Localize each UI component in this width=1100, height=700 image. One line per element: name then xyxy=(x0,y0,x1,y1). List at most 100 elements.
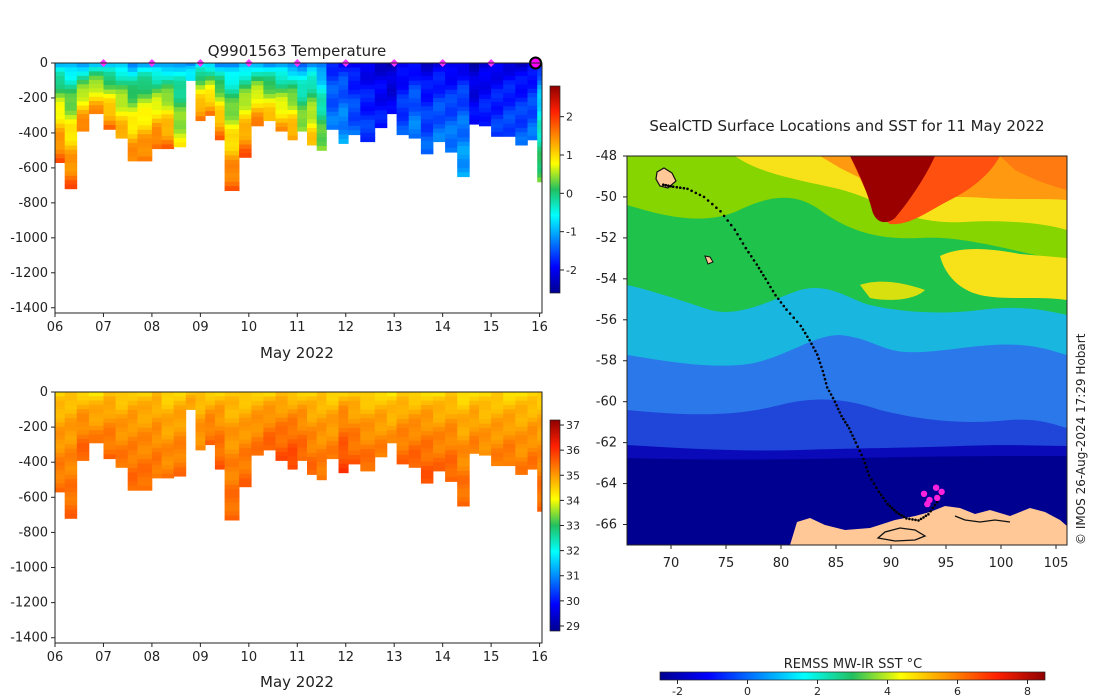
seal-track-point xyxy=(733,228,737,231)
seal-track-point xyxy=(719,210,722,213)
sal-cell xyxy=(127,396,138,402)
sal-cell xyxy=(137,392,153,397)
temp-cell xyxy=(491,123,504,129)
temp-cell xyxy=(445,63,458,68)
sal-cell xyxy=(491,422,504,428)
temp-cell xyxy=(137,147,153,153)
sal-cell xyxy=(137,427,153,433)
sal-cell xyxy=(515,435,528,441)
sal-cell xyxy=(338,463,349,469)
temp-cell xyxy=(251,85,264,91)
temp-cell xyxy=(386,101,397,106)
sal-cell xyxy=(185,406,196,410)
seal-track-point xyxy=(836,407,840,411)
sal-cell xyxy=(127,485,138,491)
temp-cell xyxy=(151,67,162,72)
sal-cell xyxy=(307,439,318,445)
temp-cell xyxy=(127,125,138,131)
temp-cell xyxy=(151,123,162,128)
temp-cell xyxy=(515,101,528,107)
temp-cell xyxy=(251,94,264,100)
sal-cell xyxy=(297,426,308,431)
map-ytick-label: -66 xyxy=(596,518,617,533)
temp-cell xyxy=(76,118,90,124)
sal-cell xyxy=(239,482,252,488)
sal-cell xyxy=(527,417,538,423)
temp-cell xyxy=(263,76,276,82)
temp-cell xyxy=(527,75,538,81)
temp-cell xyxy=(469,89,480,94)
temp-cell xyxy=(445,138,458,144)
sal-cell xyxy=(287,413,298,419)
temp-cell xyxy=(239,114,252,120)
sal-cell xyxy=(348,432,361,438)
temp-cell xyxy=(287,135,298,141)
temp-cell xyxy=(161,114,175,120)
sal-cell xyxy=(55,448,66,454)
temp-cell xyxy=(503,63,516,68)
temp-cell xyxy=(374,119,388,124)
temp-cell xyxy=(537,177,543,183)
temp-cell xyxy=(55,80,66,85)
sal-cell xyxy=(151,392,162,397)
map-xtick-label: 95 xyxy=(938,556,955,571)
sal-cell xyxy=(161,417,175,423)
temp-cell xyxy=(386,67,397,72)
seal-track-point xyxy=(726,219,729,222)
sal-cell xyxy=(55,457,66,462)
sal-cell xyxy=(64,448,78,454)
sal-cell xyxy=(115,436,129,442)
sal-cell xyxy=(360,462,376,467)
temp-cell xyxy=(420,84,434,90)
sal-cell xyxy=(151,443,162,449)
sal-cell xyxy=(224,471,240,477)
temp-cell xyxy=(151,71,162,77)
temp-cell xyxy=(137,76,153,82)
temp-cell xyxy=(127,76,138,82)
temp-cell xyxy=(161,105,175,111)
sal-cell xyxy=(360,440,376,446)
temp-cell xyxy=(491,93,504,98)
temp-cell xyxy=(195,107,206,113)
sal-cell xyxy=(374,452,388,458)
sal-cell xyxy=(173,396,187,402)
sal-cell xyxy=(479,414,492,420)
seal-track-point xyxy=(835,404,838,407)
sal-cell xyxy=(396,396,410,402)
temp-cell xyxy=(137,125,153,131)
sal-cell xyxy=(479,437,492,442)
sal-cell xyxy=(127,481,138,487)
sal-cell xyxy=(297,430,308,436)
temp-cell xyxy=(161,84,175,90)
temp-cell xyxy=(457,76,470,81)
temp-cell xyxy=(326,80,339,86)
sal-cell xyxy=(115,396,129,402)
sal-cell xyxy=(360,457,376,463)
temp-cell xyxy=(64,102,78,107)
sal-cell xyxy=(214,426,225,431)
temp-cell xyxy=(457,146,470,151)
sal-cell xyxy=(127,392,138,397)
seal-track-point xyxy=(686,187,689,191)
seal-track-point xyxy=(757,266,761,270)
temp-cell xyxy=(420,127,434,133)
seal-track-point xyxy=(747,250,750,254)
temp-cell xyxy=(515,106,528,111)
temp-cell xyxy=(127,85,138,91)
seal-track-point xyxy=(736,233,739,236)
seal-track-point xyxy=(741,242,745,245)
temp-cell xyxy=(137,143,153,148)
sal-colorbar-label: 33 xyxy=(566,520,580,533)
temp-cell xyxy=(457,93,470,99)
temp-xtick-label: 12 xyxy=(337,320,354,335)
sal-cell xyxy=(287,447,298,453)
sal-cell xyxy=(55,470,66,475)
seal-track-point xyxy=(690,189,693,193)
temp-cell xyxy=(239,101,252,107)
temp-cell xyxy=(205,80,216,86)
sal-cell xyxy=(76,434,90,440)
sal-cell xyxy=(374,405,388,410)
sal-cell xyxy=(307,452,318,458)
sal-cell xyxy=(137,432,153,438)
temp-cell xyxy=(491,132,504,137)
